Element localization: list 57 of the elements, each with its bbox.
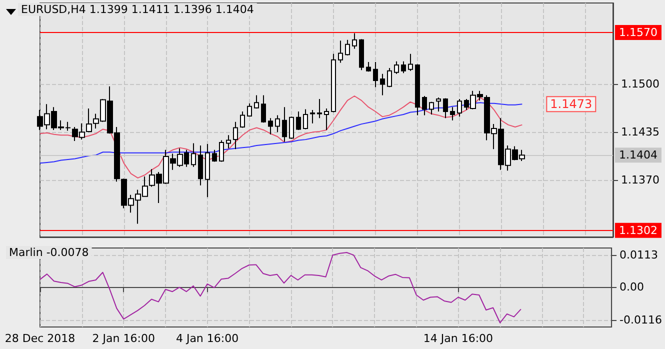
candlestick (268, 118, 273, 135)
candlestick (240, 111, 245, 128)
y-tick-label: -0.0116 (620, 313, 662, 326)
candlestick (261, 94, 266, 124)
candlestick (219, 140, 224, 162)
candlestick (401, 60, 406, 74)
line-series (40, 96, 523, 178)
candlestick (317, 98, 322, 119)
candlestick (457, 98, 462, 118)
line-series (40, 102, 523, 164)
candlestick (443, 98, 448, 119)
candlestick (296, 111, 301, 130)
candlestick (198, 144, 203, 186)
candlestick (205, 143, 210, 198)
candlestick (387, 67, 392, 88)
candlestick (373, 62, 378, 88)
candlestick (212, 149, 217, 162)
chart-title: EURUSD,H4 1.1399 1.1411 1.1396 1.1404 (21, 3, 254, 16)
candlestick (408, 53, 413, 72)
x-tick-label: 4 Jan 16:00 (176, 332, 239, 345)
ref-line-label: 1.1570 (619, 26, 658, 40)
candlestick (422, 96, 427, 116)
candlestick (233, 121, 238, 150)
x-tick-label: 28 Dec 2018 (4, 332, 76, 345)
candlestick (275, 114, 280, 133)
candlestick (359, 38, 364, 71)
candlestick (429, 101, 434, 115)
ref-line-label: 1.1404 (619, 148, 658, 162)
candlestick (345, 39, 350, 56)
candlestick (352, 32, 357, 50)
x-tick-label: 2 Jan 16:00 (92, 332, 155, 345)
candlestick (254, 94, 259, 110)
candlestick (450, 106, 455, 121)
candlestick (226, 134, 231, 149)
candlestick (436, 96, 441, 112)
candlestick (191, 142, 196, 168)
y-tick-label: 1.1500 (621, 78, 660, 91)
candlestick (310, 110, 315, 124)
ref-line-label: 1.1302 (619, 224, 658, 237)
candlestick (324, 108, 329, 130)
candlestick (380, 73, 385, 96)
y-tick-label: 1.1435 (621, 126, 660, 139)
candlestick (247, 102, 252, 118)
candlestick (338, 40, 343, 64)
candlestick (282, 106, 287, 142)
y-tick-label: 1.1370 (621, 174, 660, 187)
candlestick (331, 53, 336, 113)
chart-title: Marlin -0.0078 (9, 246, 89, 259)
candlestick (303, 108, 308, 130)
x-tick-label: 14 Jan 16:00 (423, 332, 494, 345)
candlestick (289, 116, 294, 140)
y-tick-label: 0.00 (620, 280, 644, 294)
candlestick (394, 60, 399, 74)
candlestick (415, 64, 420, 116)
y-tick-label: 0.0113 (620, 248, 658, 262)
text: 1.1473 (550, 97, 592, 112)
candlestick (366, 62, 371, 72)
